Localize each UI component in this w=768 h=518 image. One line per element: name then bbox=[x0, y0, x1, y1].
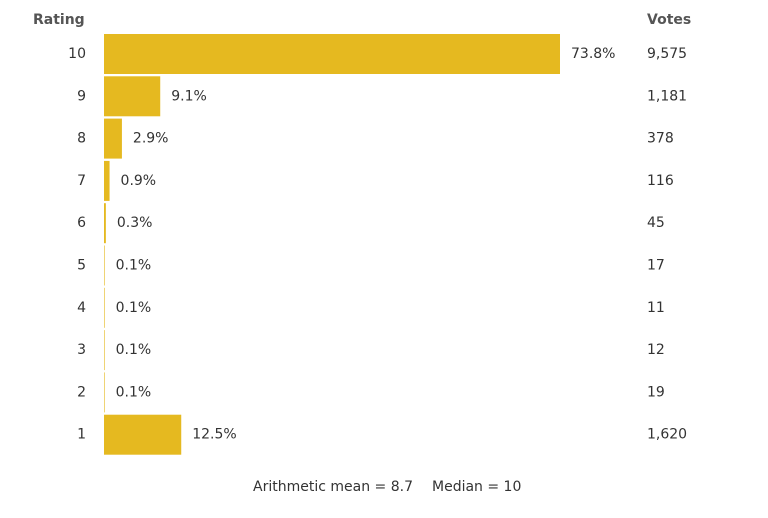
votes: 45 bbox=[647, 215, 665, 231]
rating-label: 7 bbox=[77, 173, 86, 189]
value-label: 73.8% bbox=[571, 46, 615, 62]
value-label: 0.1% bbox=[116, 300, 152, 316]
value-label: 0.3% bbox=[117, 215, 153, 231]
rating-label: 9 bbox=[77, 88, 86, 104]
bar bbox=[104, 203, 106, 244]
votes: 11 bbox=[647, 300, 665, 316]
value-label: 2.9% bbox=[133, 131, 169, 147]
votes: 116 bbox=[647, 173, 674, 189]
value-label: 0.9% bbox=[121, 173, 157, 189]
rating-label: 6 bbox=[77, 215, 86, 231]
votes-header: Votes bbox=[647, 12, 691, 28]
mean: Arithmetic mean = 8.7 bbox=[253, 479, 413, 495]
bar bbox=[104, 372, 105, 413]
votes: 17 bbox=[647, 258, 665, 274]
rating-label: 5 bbox=[77, 258, 86, 274]
votes: 12 bbox=[647, 342, 665, 358]
votes: 19 bbox=[647, 384, 665, 400]
votes: 378 bbox=[647, 131, 674, 147]
bar bbox=[104, 160, 110, 201]
votes: 1,181 bbox=[647, 88, 687, 104]
bar bbox=[104, 414, 182, 455]
rating-label: 8 bbox=[77, 131, 86, 147]
votes: 1,620 bbox=[647, 427, 687, 443]
value-label: 0.1% bbox=[116, 258, 152, 274]
value-label: 0.1% bbox=[116, 384, 152, 400]
votes: 9,575 bbox=[647, 46, 687, 62]
bar bbox=[104, 330, 105, 371]
value-label: 12.5% bbox=[192, 427, 236, 443]
bar bbox=[104, 76, 161, 117]
rating-label: 2 bbox=[77, 384, 86, 400]
rating-label: 10 bbox=[68, 46, 86, 62]
value-label: 9.1% bbox=[171, 88, 207, 104]
bar bbox=[104, 118, 122, 159]
rating-label: 4 bbox=[77, 300, 86, 316]
bar bbox=[104, 245, 105, 286]
rating-label: 3 bbox=[77, 342, 86, 358]
bar bbox=[104, 34, 560, 74]
median: Median = 10 bbox=[432, 479, 521, 495]
value-label: 0.1% bbox=[116, 342, 152, 358]
bar bbox=[104, 287, 105, 328]
rating-header: Rating bbox=[33, 12, 85, 28]
rating-label: 1 bbox=[77, 427, 86, 443]
